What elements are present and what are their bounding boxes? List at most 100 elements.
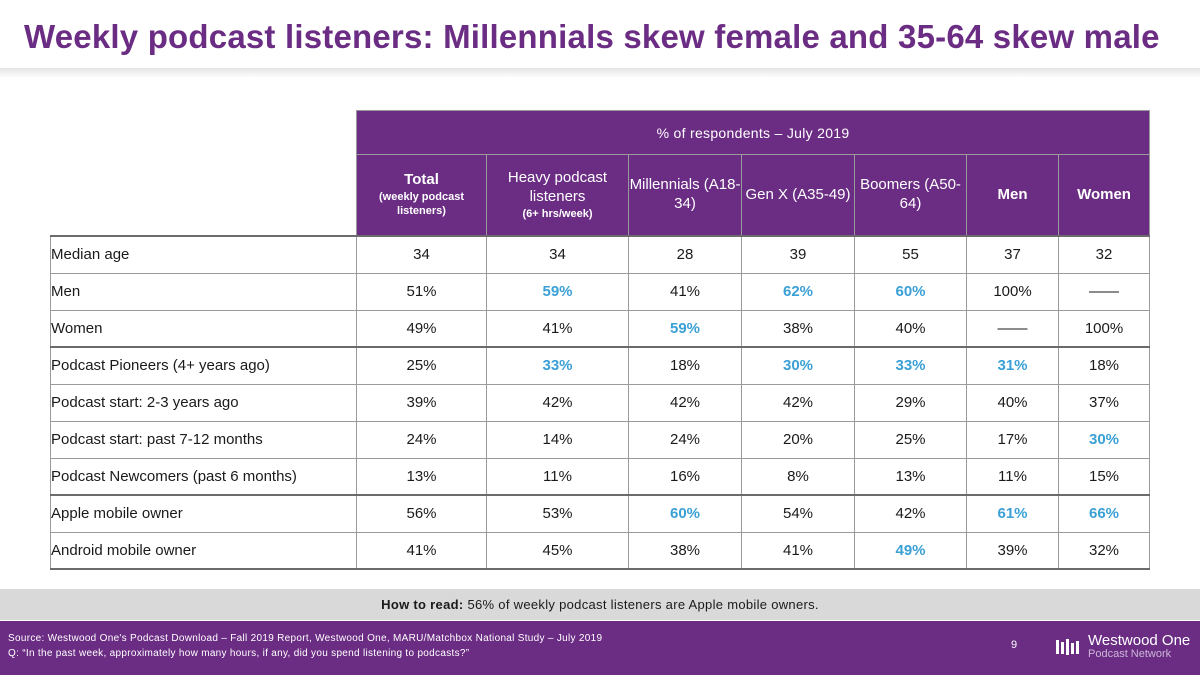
col-header-sub: (weekly podcast listeners)	[379, 191, 464, 218]
row-label: Podcast Pioneers (4+ years ago)	[50, 346, 357, 385]
how-to-read-text: 56% of weekly podcast listeners are Appl…	[467, 597, 819, 612]
row-label: Median age	[50, 235, 357, 274]
super-header: % of respondents – July 2019	[355, 110, 1151, 155]
row-label: Podcast start: past 7-12 months	[50, 420, 357, 459]
logo-text: Westwood One Podcast Network	[1088, 633, 1190, 660]
cell-value-highlight: 59%	[486, 272, 629, 311]
cell-value-highlight: 31%	[966, 346, 1059, 385]
table-row: Women 49% 41% 59% 38% 40% —— 100%	[50, 309, 1151, 348]
cell-value-highlight: 66%	[1057, 494, 1151, 533]
cell-value: 13%	[356, 457, 487, 496]
col-header-women: Women	[1057, 154, 1151, 237]
cell-value: 56%	[356, 494, 487, 533]
table-row: Podcast Newcomers (past 6 months) 13% 11…	[50, 457, 1151, 496]
cell-value-highlight: 60%	[628, 494, 742, 533]
col-header-boomers: Boomers (A50-64)	[854, 154, 967, 237]
cell-value: 40%	[854, 309, 967, 348]
col-header-millennials: Millennials (A18-34)	[628, 154, 742, 237]
col-header-main: Heavy podcast listeners	[507, 169, 608, 205]
footer: Source: Westwood One's Podcast Download …	[0, 621, 1200, 675]
table-row: Apple mobile owner 56% 53% 60% 54% 42% 6…	[50, 494, 1151, 533]
cell-value: 20%	[741, 420, 855, 459]
cell-value: 24%	[356, 420, 487, 459]
cell-value: 14%	[486, 420, 629, 459]
cell-value: 28	[628, 235, 742, 274]
col-header-sub: (6+ hrs/week)	[522, 207, 593, 220]
cell-value: 38%	[628, 531, 742, 570]
cell-value: 11%	[486, 457, 629, 496]
col-header-main: Total	[404, 171, 439, 189]
blank-cell	[50, 154, 357, 236]
row-label: Women	[50, 309, 357, 348]
col-header-genx: Gen X (A35-49)	[741, 154, 855, 237]
col-header-heavy: Heavy podcast listeners (6+ hrs/week)	[486, 154, 629, 237]
table-row: Men 51% 59% 41% 62% 60% 100% ——	[50, 272, 1151, 311]
cell-value: 18%	[1057, 346, 1151, 385]
cell-value: 41%	[741, 531, 855, 570]
source-line: Source: Westwood One's Podcast Download …	[8, 633, 603, 644]
logo-name: Westwood One	[1088, 632, 1191, 649]
table-row: Android mobile owner 41% 45% 38% 41% 49%…	[50, 531, 1151, 570]
cell-value: 45%	[486, 531, 629, 570]
cell-value: ——	[966, 309, 1059, 348]
title-divider	[0, 68, 1200, 78]
cell-value: 42%	[486, 383, 629, 422]
col-header-main: Women	[1077, 185, 1131, 203]
page-title: Weekly podcast listeners: Millennials sk…	[24, 18, 1160, 55]
cell-value: ——	[1057, 272, 1151, 311]
cell-value-highlight: 61%	[966, 494, 1059, 533]
blank-cell	[50, 110, 357, 155]
cell-value: 37%	[1057, 383, 1151, 422]
cell-value-highlight: 62%	[741, 272, 855, 311]
cell-value-highlight: 33%	[854, 346, 967, 385]
brand-logo: Westwood One Podcast Network	[1056, 633, 1190, 660]
col-header-total: Total (weekly podcast listeners)	[356, 154, 487, 237]
cell-value-highlight: 60%	[854, 272, 967, 311]
table-row: Podcast Pioneers (4+ years ago) 25% 33% …	[50, 346, 1151, 385]
question-line: Q: “In the past week, approximately how …	[8, 647, 470, 659]
logo-subname: Podcast Network	[1088, 647, 1172, 660]
cell-value: 54%	[741, 494, 855, 533]
cell-value: 37	[966, 235, 1059, 274]
col-header-main: Millennials (A18-34)	[629, 176, 741, 212]
cell-value: 41%	[356, 531, 487, 570]
cell-value: 39%	[356, 383, 487, 422]
cell-value: 17%	[966, 420, 1059, 459]
how-to-read-label: How to read:	[381, 597, 464, 612]
results-table: % of respondents – July 2019 Total (week…	[50, 110, 1151, 570]
cell-value-highlight: 30%	[1057, 420, 1151, 459]
cell-value-highlight: 33%	[486, 346, 629, 385]
source-note: Source: Westwood One's Podcast Download …	[8, 632, 602, 661]
super-header-row: % of respondents – July 2019	[50, 110, 1151, 155]
cell-value: 25%	[854, 420, 967, 459]
cell-value: 41%	[628, 272, 742, 311]
cell-value: 51%	[356, 272, 487, 311]
cell-value: 34	[486, 235, 629, 274]
cell-value: 25%	[356, 346, 487, 385]
cell-value: 42%	[854, 494, 967, 533]
cell-value: 49%	[356, 309, 487, 348]
col-header-men: Men	[966, 154, 1059, 237]
column-header-row: Total (weekly podcast listeners) Heavy p…	[50, 154, 1151, 237]
cell-value: 38%	[741, 309, 855, 348]
soundwave-logo-icon	[1056, 638, 1079, 655]
col-header-main: Men	[997, 185, 1028, 203]
cell-value-highlight: 49%	[854, 531, 967, 570]
row-label: Podcast start: 2-3 years ago	[50, 383, 357, 422]
table-row: Podcast start: 2-3 years ago 39% 42% 42%…	[50, 383, 1151, 422]
cell-value: 55	[854, 235, 967, 274]
cell-value: 34	[356, 235, 487, 274]
cell-value: 40%	[966, 383, 1059, 422]
cell-value-highlight: 59%	[628, 309, 742, 348]
cell-value: 24%	[628, 420, 742, 459]
col-header-main: Boomers (A50-64)	[860, 176, 961, 212]
row-label: Android mobile owner	[50, 531, 357, 570]
cell-value: 100%	[1057, 309, 1151, 348]
table-row: Podcast start: past 7-12 months 24% 14% …	[50, 420, 1151, 459]
row-label: Podcast Newcomers (past 6 months)	[50, 457, 357, 496]
cell-value: 41%	[486, 309, 629, 348]
cell-value: 16%	[628, 457, 742, 496]
cell-value: 42%	[628, 383, 742, 422]
col-header-main: Gen X (A35-49)	[745, 185, 851, 203]
cell-value: 8%	[741, 457, 855, 496]
